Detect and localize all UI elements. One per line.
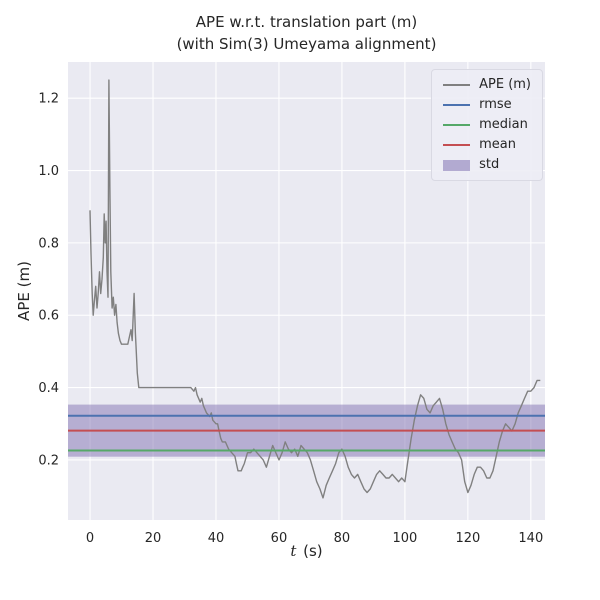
legend-item-rmse: rmse	[443, 98, 531, 112]
legend-label: APE (m)	[479, 77, 531, 92]
y-tick-label: 1.2	[38, 92, 59, 107]
chart-title-line2: (with Sim(3) Umeyama alignment)	[176, 35, 437, 53]
legend-item-median: median	[443, 118, 531, 132]
x-axis-label: t (s)	[290, 542, 323, 560]
legend-item-ape-m-: APE (m)	[443, 78, 531, 92]
y-tick-label: 0.6	[38, 309, 59, 324]
x-tick-label: 100	[392, 531, 417, 546]
legend-label: mean	[479, 137, 516, 152]
y-axis-label: APE (m)	[15, 261, 33, 321]
legend-line-swatch	[443, 124, 471, 126]
ape-line	[89, 79, 541, 499]
x-tick-label: 120	[455, 531, 480, 546]
legend-label: std	[479, 157, 500, 172]
legend-item-mean: mean	[443, 138, 531, 152]
legend-line-swatch	[443, 104, 471, 106]
legend-patch-swatch	[443, 159, 471, 171]
legend-line-swatch	[443, 144, 471, 146]
legend: APE (m) rmse median mean std	[431, 69, 543, 181]
x-tick-label: 40	[208, 531, 225, 546]
y-tick-label: 1.0	[38, 164, 59, 179]
x-tick-label: 20	[145, 531, 162, 546]
chart-title: APE w.r.t. translation part (m) (with Si…	[68, 11, 545, 55]
legend-line-swatch	[443, 84, 471, 86]
x-tick-label: 0	[86, 531, 94, 546]
legend-item-std: std	[443, 158, 531, 172]
x-tick-label: 60	[271, 531, 288, 546]
y-tick-label: 0.8	[38, 236, 59, 251]
y-tick-label: 0.4	[38, 381, 59, 396]
legend-label: median	[479, 117, 528, 132]
y-tick-label: 0.2	[38, 453, 59, 468]
x-tick-label: 140	[518, 531, 543, 546]
chart-title-line1: APE w.r.t. translation part (m)	[195, 13, 418, 31]
x-tick-label: 80	[334, 531, 351, 546]
legend-label: rmse	[479, 97, 512, 112]
